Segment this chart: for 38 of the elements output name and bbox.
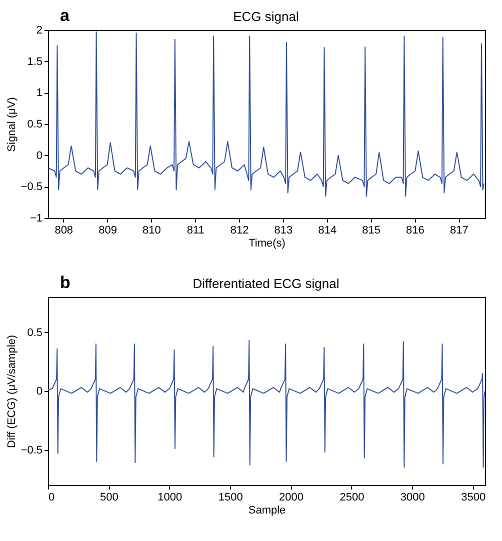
- x-tick-label: 814: [318, 224, 337, 236]
- x-tick-label: 811: [186, 224, 204, 236]
- x-tick-label: 2500: [340, 492, 364, 504]
- x-tick-label: 809: [98, 224, 117, 236]
- y-tick-label: −1: [30, 212, 42, 224]
- chart-title: Differentiated ECG signal: [192, 276, 340, 291]
- y-tick-label: 0: [36, 386, 42, 398]
- x-tick-label: 812: [230, 224, 249, 236]
- x-tick-label: 808: [54, 224, 74, 236]
- x-axis-title: Sample: [248, 504, 286, 516]
- x-tick-label: 813: [274, 224, 293, 236]
- chart-title: ECG signal: [233, 9, 299, 24]
- y-axis-title: Signal (μV): [6, 97, 18, 152]
- x-tick-label: 816: [406, 224, 424, 236]
- x-tick-label: 1000: [158, 492, 182, 504]
- line-series: [48, 340, 485, 468]
- x-tick-label: 2000: [279, 492, 304, 504]
- text: a: [60, 6, 70, 25]
- line-series: [48, 31, 485, 197]
- y-tick-label: 2: [36, 24, 42, 36]
- y-tick-label: −0.5: [20, 444, 42, 456]
- y-tick-label: 1: [36, 87, 42, 100]
- x-tick-label: 815: [362, 224, 380, 236]
- x-tick-label: 0: [48, 492, 55, 504]
- y-tick-label: 1.5: [27, 56, 42, 68]
- y-axis-title: Diff (ECG) (μV/sample): [6, 334, 18, 448]
- y-tick-label: 0: [36, 150, 42, 162]
- x-axis-title: Time(s): [248, 238, 286, 250]
- x-tick-label: 3500: [461, 492, 486, 504]
- x-tick-label: 817: [450, 224, 468, 236]
- x-tick-label: 810: [142, 224, 161, 236]
- y-tick-label: −0.5: [20, 181, 42, 194]
- x-tick-label: 500: [100, 492, 118, 504]
- x-tick-label: 1500: [218, 492, 243, 504]
- y-tick-label: 0.5: [27, 326, 42, 339]
- x-tick-label: 3000: [400, 492, 425, 504]
- text: b: [60, 273, 70, 292]
- y-tick-label: 0.5: [27, 118, 42, 130]
